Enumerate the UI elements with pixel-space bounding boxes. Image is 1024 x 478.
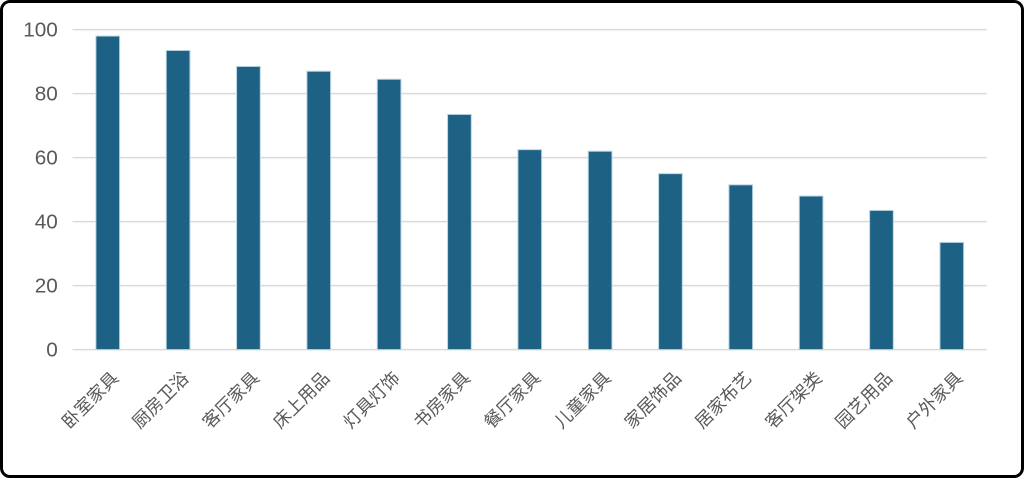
x-category-label: 书房家具 xyxy=(410,368,475,433)
x-category-label: 灯具灯饰 xyxy=(339,368,403,432)
bar xyxy=(376,78,402,351)
bar xyxy=(447,113,472,351)
bar xyxy=(939,241,965,351)
x-category-label: 园艺用品 xyxy=(832,368,896,432)
bar xyxy=(306,70,332,351)
bar xyxy=(517,149,543,351)
x-category-label: 餐厅家具 xyxy=(480,368,545,433)
x-category-label: 床上用品 xyxy=(269,368,333,432)
x-category-label: 客厅家具 xyxy=(199,368,264,433)
bar xyxy=(587,150,613,351)
bar xyxy=(95,35,121,351)
bar xyxy=(658,173,683,351)
y-tick-label: 40 xyxy=(35,211,58,234)
x-category-label: 客厅架类 xyxy=(761,368,826,433)
y-tick-label: 60 xyxy=(35,147,58,170)
y-tick-label: 20 xyxy=(35,275,58,298)
y-tick-label: 80 xyxy=(35,83,58,106)
x-category-label: 家居饰品 xyxy=(621,368,685,432)
bar xyxy=(728,184,754,351)
x-category-label: 厨房卫浴 xyxy=(128,368,193,433)
x-category-label: 户外家具 xyxy=(902,368,967,433)
bar xyxy=(236,65,261,351)
y-tick-label: 0 xyxy=(46,339,58,362)
bar xyxy=(798,195,824,351)
x-category-label: 儿童家具 xyxy=(550,368,615,433)
chart-canvas: 0 20 40 60 80 100 卧室家具 厨房卫浴 客厅家具 床上用品 灯具灯饰 书房家具 餐厅家具… xyxy=(23,19,987,433)
x-category-label: 居家布艺 xyxy=(691,368,755,432)
axis-labels-group: 0 20 40 60 80 100 卧室家具 厨房卫浴 客厅家具 床上用品 灯具灯饰 书房家具 餐厅家具… xyxy=(23,19,966,433)
bar xyxy=(165,49,191,351)
bar xyxy=(869,209,894,351)
y-tick-label: 100 xyxy=(23,19,58,42)
x-category-label: 卧室家具 xyxy=(58,368,123,433)
bars-group xyxy=(95,35,965,351)
